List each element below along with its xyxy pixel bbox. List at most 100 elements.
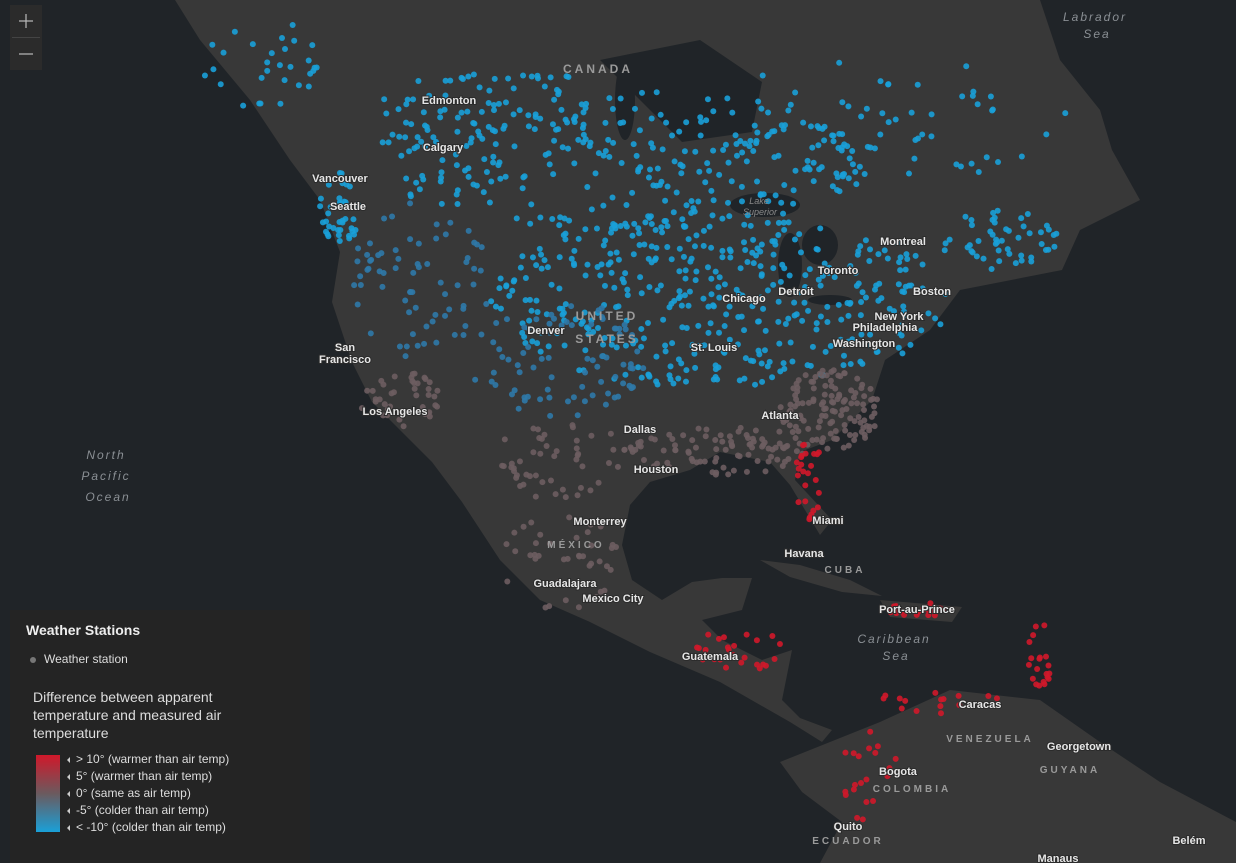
station bbox=[636, 127, 643, 134]
station bbox=[824, 318, 831, 325]
station bbox=[836, 130, 843, 137]
station bbox=[402, 134, 409, 141]
zoom-in[interactable] bbox=[10, 5, 42, 37]
station bbox=[525, 344, 532, 351]
station bbox=[804, 470, 811, 477]
station bbox=[1018, 257, 1025, 264]
station bbox=[680, 222, 687, 229]
city-label: Edmonton bbox=[422, 95, 477, 107]
station bbox=[825, 270, 832, 277]
station bbox=[792, 423, 799, 430]
station bbox=[787, 401, 794, 408]
station bbox=[1025, 661, 1032, 668]
station bbox=[534, 308, 541, 315]
station bbox=[379, 139, 386, 146]
station bbox=[1006, 250, 1013, 257]
station bbox=[867, 246, 874, 253]
station bbox=[985, 692, 992, 699]
station bbox=[277, 100, 284, 107]
station bbox=[555, 579, 562, 586]
station bbox=[941, 247, 948, 254]
station bbox=[478, 331, 485, 338]
station bbox=[742, 246, 749, 253]
station bbox=[579, 318, 586, 325]
station bbox=[749, 249, 756, 256]
station bbox=[824, 303, 831, 310]
country-label: MÉXICO bbox=[547, 538, 604, 551]
station bbox=[339, 180, 346, 187]
station bbox=[603, 563, 610, 570]
station bbox=[726, 303, 733, 310]
station bbox=[691, 350, 698, 357]
station bbox=[845, 442, 852, 449]
station bbox=[814, 504, 821, 511]
station bbox=[812, 476, 819, 483]
station bbox=[582, 226, 589, 233]
station bbox=[765, 109, 772, 116]
station bbox=[817, 313, 824, 320]
station bbox=[781, 365, 788, 372]
station bbox=[410, 96, 417, 103]
station bbox=[429, 318, 436, 325]
station bbox=[642, 219, 649, 226]
station bbox=[438, 200, 445, 207]
station bbox=[743, 432, 750, 439]
zoom-out[interactable] bbox=[10, 38, 42, 70]
station bbox=[953, 161, 960, 168]
station bbox=[1037, 229, 1044, 236]
station bbox=[490, 159, 497, 166]
station bbox=[575, 552, 582, 559]
station bbox=[925, 607, 932, 614]
station bbox=[794, 472, 801, 479]
station bbox=[802, 272, 809, 279]
station bbox=[703, 426, 710, 433]
station bbox=[897, 267, 904, 274]
station bbox=[573, 456, 580, 463]
station bbox=[847, 262, 854, 269]
south-america bbox=[780, 690, 1236, 863]
station bbox=[755, 318, 762, 325]
station bbox=[597, 588, 604, 595]
station bbox=[595, 325, 602, 332]
station bbox=[1034, 665, 1041, 672]
station bbox=[503, 541, 510, 548]
station bbox=[810, 159, 817, 166]
station bbox=[421, 340, 428, 347]
station bbox=[584, 355, 591, 362]
station bbox=[596, 558, 603, 565]
station bbox=[568, 303, 575, 310]
station bbox=[602, 401, 609, 408]
city-label: Quito bbox=[834, 821, 863, 833]
station bbox=[358, 405, 365, 412]
station bbox=[408, 121, 415, 128]
station bbox=[902, 283, 909, 290]
station bbox=[882, 692, 889, 699]
station bbox=[942, 290, 949, 297]
station bbox=[957, 163, 964, 170]
station bbox=[658, 224, 665, 231]
station bbox=[433, 221, 440, 228]
station bbox=[526, 317, 533, 324]
station bbox=[994, 207, 1001, 214]
city-label: Guatemala bbox=[682, 651, 739, 663]
station bbox=[501, 436, 508, 443]
station bbox=[595, 150, 602, 157]
station bbox=[534, 426, 541, 433]
station bbox=[848, 400, 855, 407]
station bbox=[708, 275, 715, 282]
station bbox=[675, 375, 682, 382]
station bbox=[463, 259, 470, 266]
station bbox=[638, 89, 645, 96]
station bbox=[395, 106, 402, 113]
station bbox=[855, 753, 862, 760]
station bbox=[867, 385, 874, 392]
station bbox=[381, 96, 388, 103]
station bbox=[781, 182, 788, 189]
station bbox=[546, 161, 553, 168]
station bbox=[908, 109, 915, 116]
station bbox=[754, 457, 761, 464]
station bbox=[607, 259, 614, 266]
station bbox=[903, 251, 910, 258]
station bbox=[689, 437, 696, 444]
city-label: Dallas bbox=[624, 424, 656, 436]
